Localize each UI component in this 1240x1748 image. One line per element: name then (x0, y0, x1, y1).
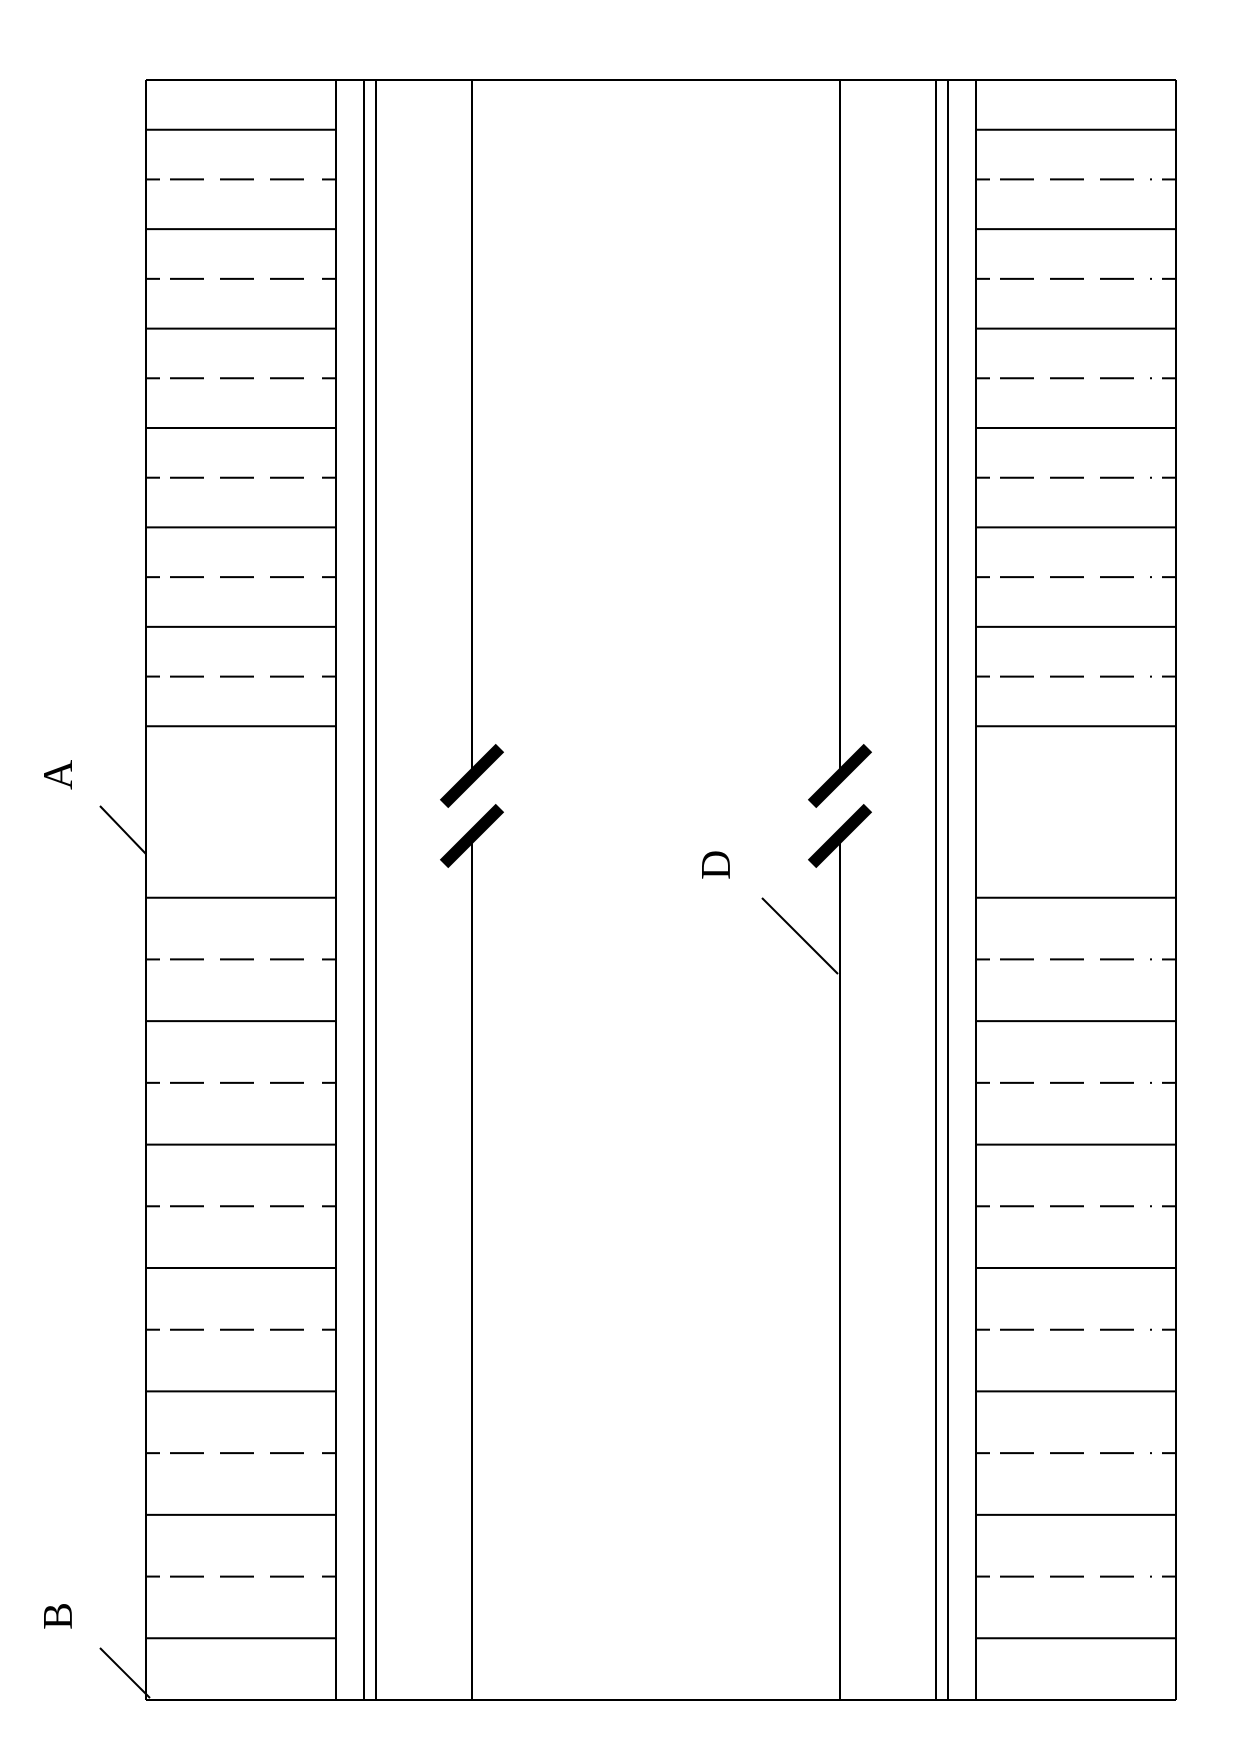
label-A: A (36, 759, 82, 790)
leader-A (100, 806, 146, 854)
leader-D (762, 898, 838, 974)
label-D: D (694, 850, 740, 880)
label-B: B (36, 1602, 82, 1630)
leader-B (100, 1648, 150, 1698)
